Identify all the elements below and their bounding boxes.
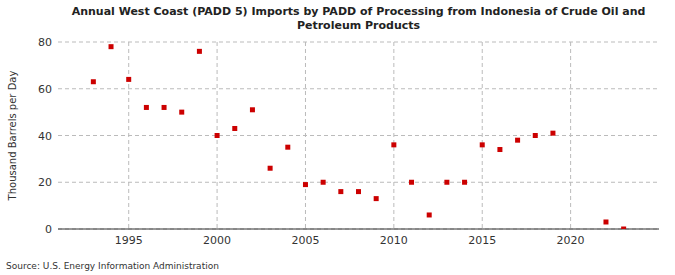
y-tick-label: 0	[45, 223, 52, 236]
x-tick-label: 2010	[380, 234, 408, 247]
title: Annual West Coast (PADD 5) Imports by PA…	[72, 5, 646, 32]
point	[462, 180, 467, 185]
point	[179, 110, 184, 115]
x-grid-line	[128, 42, 129, 229]
point	[215, 133, 220, 138]
point	[91, 79, 96, 84]
point	[533, 133, 538, 138]
source-note: Source: U.S. Energy Information Administ…	[6, 261, 219, 271]
y-tick-label: 80	[38, 36, 52, 49]
point	[444, 180, 449, 185]
point	[144, 105, 149, 110]
chart-container: Annual West Coast (PADD 5) Imports by PA…	[0, 0, 675, 275]
x-tick-label: 1995	[115, 234, 143, 247]
point	[603, 219, 608, 224]
y-grid-line	[58, 88, 659, 89]
y-grid-line	[58, 135, 659, 136]
point	[126, 77, 131, 82]
point	[480, 142, 485, 147]
point	[338, 189, 343, 194]
x-axis-line	[58, 229, 659, 230]
title-line: Annual West Coast (PADD 5) Imports by PA…	[72, 5, 646, 18]
point	[109, 44, 114, 49]
point	[409, 180, 414, 185]
point	[268, 166, 273, 171]
y-axis-label: Thousand Barrels per Day	[7, 71, 18, 202]
point	[374, 196, 379, 201]
grid	[58, 42, 659, 229]
x-grid-line	[393, 42, 394, 229]
point	[232, 126, 237, 131]
y-grid-line	[58, 229, 659, 230]
point	[356, 189, 361, 194]
point	[303, 182, 308, 187]
x-tick-label: 2000	[203, 234, 231, 247]
x-tick-label: 2005	[291, 234, 319, 247]
y-tick-label: 40	[38, 130, 52, 143]
title-line: Petroleum Products	[297, 19, 421, 32]
y-tick-label: 20	[38, 176, 52, 189]
chart-svg: Annual West Coast (PADD 5) Imports by PA…	[0, 0, 675, 275]
point	[515, 138, 520, 143]
point	[497, 147, 502, 152]
point	[621, 227, 626, 230]
point	[197, 49, 202, 54]
x-grid-line	[570, 42, 571, 229]
x-grid-line	[482, 42, 483, 229]
points	[91, 44, 626, 229]
point	[427, 212, 432, 217]
y-grid-line	[58, 182, 659, 183]
x-tick-label: 2015	[468, 234, 496, 247]
x-grid-line	[305, 42, 306, 229]
x-tick-label: 2020	[557, 234, 585, 247]
y-tick-label: 60	[38, 83, 52, 96]
point	[162, 105, 167, 110]
point	[550, 131, 555, 136]
point	[250, 107, 255, 112]
point	[391, 142, 396, 147]
y-grid-line	[58, 42, 659, 43]
point	[285, 145, 290, 150]
point	[321, 180, 326, 185]
